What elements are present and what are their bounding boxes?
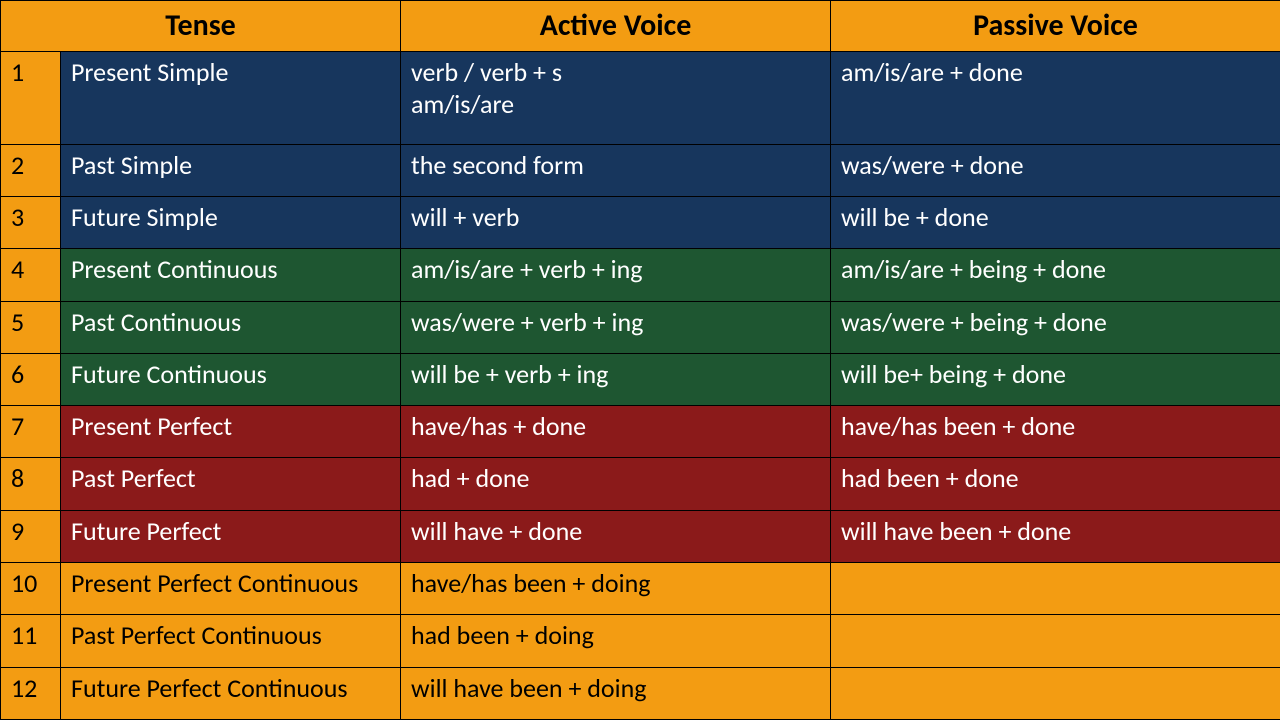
table-row: 6Future Continuouswill be + verb + ingwi… xyxy=(1,353,1280,405)
tense-cell: Present Perfect xyxy=(61,406,401,458)
tense-cell: Past Continuous xyxy=(61,301,401,353)
header-active: Active Voice xyxy=(401,1,831,52)
row-number: 3 xyxy=(1,197,61,249)
passive-voice-cell xyxy=(831,667,1280,719)
passive-voice-cell: was/were + done xyxy=(831,144,1280,196)
table-row: 3Future Simplewill + verbwill be + done xyxy=(1,197,1280,249)
active-voice-cell: am/is/are + verb + ing xyxy=(401,249,831,301)
tense-cell: Present Simple xyxy=(61,51,401,144)
tense-cell: Future Perfect xyxy=(61,510,401,562)
passive-voice-cell xyxy=(831,615,1280,667)
active-voice-cell: had + done xyxy=(401,458,831,510)
table-row: 2Past Simplethe second formwas/were + do… xyxy=(1,144,1280,196)
table-row: 1Present Simpleverb / verb + s am/is/are… xyxy=(1,51,1280,144)
active-voice-cell: was/were + verb + ing xyxy=(401,301,831,353)
passive-voice-cell: am/is/are + done xyxy=(831,51,1280,144)
tense-cell: Present Perfect Continuous xyxy=(61,562,401,614)
passive-voice-cell: have/has been + done xyxy=(831,406,1280,458)
tense-cell: Past Perfect Continuous xyxy=(61,615,401,667)
passive-voice-cell: am/is/are + being + done xyxy=(831,249,1280,301)
header-row: Tense Active Voice Passive Voice xyxy=(1,1,1280,52)
table-row: 4Present Continuousam/is/are + verb + in… xyxy=(1,249,1280,301)
header-tense: Tense xyxy=(1,1,401,52)
active-voice-cell: will be + verb + ing xyxy=(401,353,831,405)
active-voice-cell: will have been + doing xyxy=(401,667,831,719)
table-row: 5Past Continuouswas/were + verb + ingwas… xyxy=(1,301,1280,353)
row-number: 4 xyxy=(1,249,61,301)
row-number: 12 xyxy=(1,667,61,719)
tense-cell: Past Perfect xyxy=(61,458,401,510)
table-row: 10Present Perfect Continuoushave/has bee… xyxy=(1,562,1280,614)
row-number: 7 xyxy=(1,406,61,458)
table-body: 1Present Simpleverb / verb + s am/is/are… xyxy=(1,51,1280,720)
row-number: 9 xyxy=(1,510,61,562)
table-row: 9Future Perfectwill have + donewill have… xyxy=(1,510,1280,562)
header-passive: Passive Voice xyxy=(831,1,1280,52)
passive-voice-cell: will be + done xyxy=(831,197,1280,249)
row-number: 6 xyxy=(1,353,61,405)
row-number: 11 xyxy=(1,615,61,667)
passive-voice-cell: will have been + done xyxy=(831,510,1280,562)
table-row: 8Past Perfecthad + donehad been + done xyxy=(1,458,1280,510)
active-voice-cell: the second form xyxy=(401,144,831,196)
active-voice-cell: will + verb xyxy=(401,197,831,249)
passive-voice-cell: was/were + being + done xyxy=(831,301,1280,353)
active-voice-cell: had been + doing xyxy=(401,615,831,667)
active-voice-cell: will have + done xyxy=(401,510,831,562)
row-number: 5 xyxy=(1,301,61,353)
active-voice-cell: have/has + done xyxy=(401,406,831,458)
tense-cell: Future Perfect Continuous xyxy=(61,667,401,719)
tense-cell: Past Simple xyxy=(61,144,401,196)
active-voice-cell: verb / verb + s am/is/are xyxy=(401,51,831,144)
active-voice-cell: have/has been + doing xyxy=(401,562,831,614)
row-number: 10 xyxy=(1,562,61,614)
row-number: 1 xyxy=(1,51,61,144)
tense-cell: Future Continuous xyxy=(61,353,401,405)
tense-cell: Future Simple xyxy=(61,197,401,249)
passive-voice-cell: had been + done xyxy=(831,458,1280,510)
tense-cell: Present Continuous xyxy=(61,249,401,301)
row-number: 2 xyxy=(1,144,61,196)
passive-voice-cell xyxy=(831,562,1280,614)
table-row: 12Future Perfect Continuouswill have bee… xyxy=(1,667,1280,719)
table-row: 7Present Perfecthave/has + donehave/has … xyxy=(1,406,1280,458)
passive-voice-cell: will be+ being + done xyxy=(831,353,1280,405)
tense-table: Tense Active Voice Passive Voice 1Presen… xyxy=(0,0,1280,720)
table-row: 11Past Perfect Continuoushad been + doin… xyxy=(1,615,1280,667)
row-number: 8 xyxy=(1,458,61,510)
